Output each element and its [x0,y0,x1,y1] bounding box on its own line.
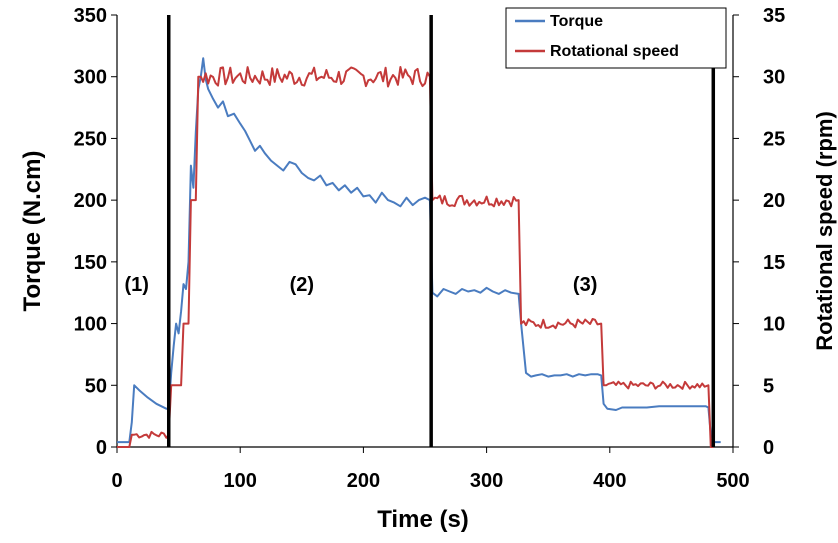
legend-box [505,7,727,69]
left-y-tick-label: 100 [74,314,107,336]
right-y-tick-label: 25 [763,128,785,150]
phase-label: (1) [124,274,148,296]
legend-label-speed: Rotational speed [550,43,679,60]
left-y-tick-label: 50 [85,375,107,397]
x-tick-label: 300 [470,470,503,492]
left-y-tick-label: 300 [74,67,107,89]
phase-boundaries [166,15,716,447]
x-axis-title: Time (s) [377,506,469,533]
x-tick-label: 200 [347,470,380,492]
x-axis: 0 100 200 300 400 500 [111,446,750,492]
right-y-tick-label: 10 [763,314,785,336]
left-y-tick-label: 150 [74,252,107,274]
plot-area: 0 50 100 150 200 250 300 350 0 5 10 15 20 25 30 35 0 10… [74,5,786,492]
x-tick-label: 0 [111,470,122,492]
right-y-tick-label: 0 [763,437,774,459]
legend-label-torque: Torque [550,13,603,30]
left-y-tick-label: 350 [74,5,107,27]
annotations: (1) (2) (3) [124,274,597,296]
legend: Torque Rotational speed [505,7,727,69]
left-y-axis-title: Torque (N.cm) [19,151,46,312]
left-y-tick-label: 0 [96,437,107,459]
right-y-axis-title: Rotational speed (rpm) [812,111,837,351]
x-tick-label: 400 [593,470,626,492]
series-layer [117,57,721,448]
right-y-tick-label: 5 [763,375,774,397]
left-y-axis: 0 50 100 150 200 250 300 350 [74,5,118,459]
right-y-tick-label: 30 [763,67,785,89]
series-rotational-speed-line [117,66,714,448]
x-tick-label: 500 [716,470,749,492]
right-y-axis: 0 5 10 15 20 25 30 35 [732,5,785,459]
right-y-tick-label: 15 [763,252,785,274]
phase-label: (3) [573,274,597,296]
right-y-tick-label: 20 [763,190,785,212]
right-y-tick-label: 35 [763,5,785,27]
phase-label: (2) [290,274,314,296]
x-tick-label: 100 [224,470,257,492]
series-torque-line [117,57,721,444]
left-y-tick-label: 200 [74,190,107,212]
left-y-tick-label: 250 [74,128,107,150]
